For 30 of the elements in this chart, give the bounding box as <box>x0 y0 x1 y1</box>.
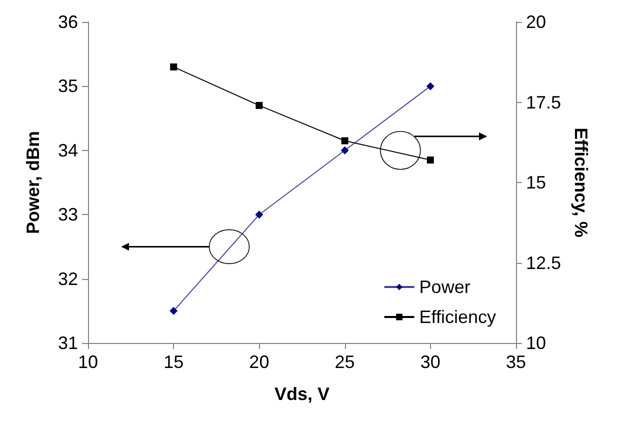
y2-axis-title: Efficiency, % <box>570 128 591 238</box>
point <box>256 102 263 109</box>
x-tick-label: 30 <box>420 352 440 372</box>
y2-tick-label: 17.5 <box>526 92 562 112</box>
legend-label: Efficiency <box>419 307 496 327</box>
x-axis-title: Vds, V <box>274 384 330 404</box>
y-tick-label: 34 <box>58 140 78 160</box>
point <box>341 137 348 144</box>
y2-tick-label: 10 <box>526 333 546 353</box>
point <box>255 210 264 219</box>
legend-label: Power <box>419 277 470 297</box>
x-tick-label: 25 <box>334 352 355 372</box>
y-tick-label: 31 <box>58 333 78 353</box>
x-tick-label: 10 <box>78 352 98 372</box>
y-tick-label: 33 <box>58 204 78 225</box>
point <box>426 156 434 164</box>
point <box>340 146 349 154</box>
y2-tick-label: 12.5 <box>526 252 562 273</box>
point <box>170 63 178 70</box>
y2-tick-label: 20 <box>526 12 546 32</box>
y2-tick-label: 15 <box>526 172 546 192</box>
y-tick-label: 35 <box>58 76 78 96</box>
point <box>426 82 434 90</box>
y-tick-label: 36 <box>58 12 78 32</box>
x-tick-label: 15 <box>164 352 184 372</box>
x-tick-label: 20 <box>249 352 270 372</box>
point <box>170 306 178 315</box>
y-tick-label: 32 <box>58 268 78 289</box>
x-tick-label: 35 <box>506 352 526 372</box>
y-axis-title: Power, dBm <box>23 130 43 234</box>
